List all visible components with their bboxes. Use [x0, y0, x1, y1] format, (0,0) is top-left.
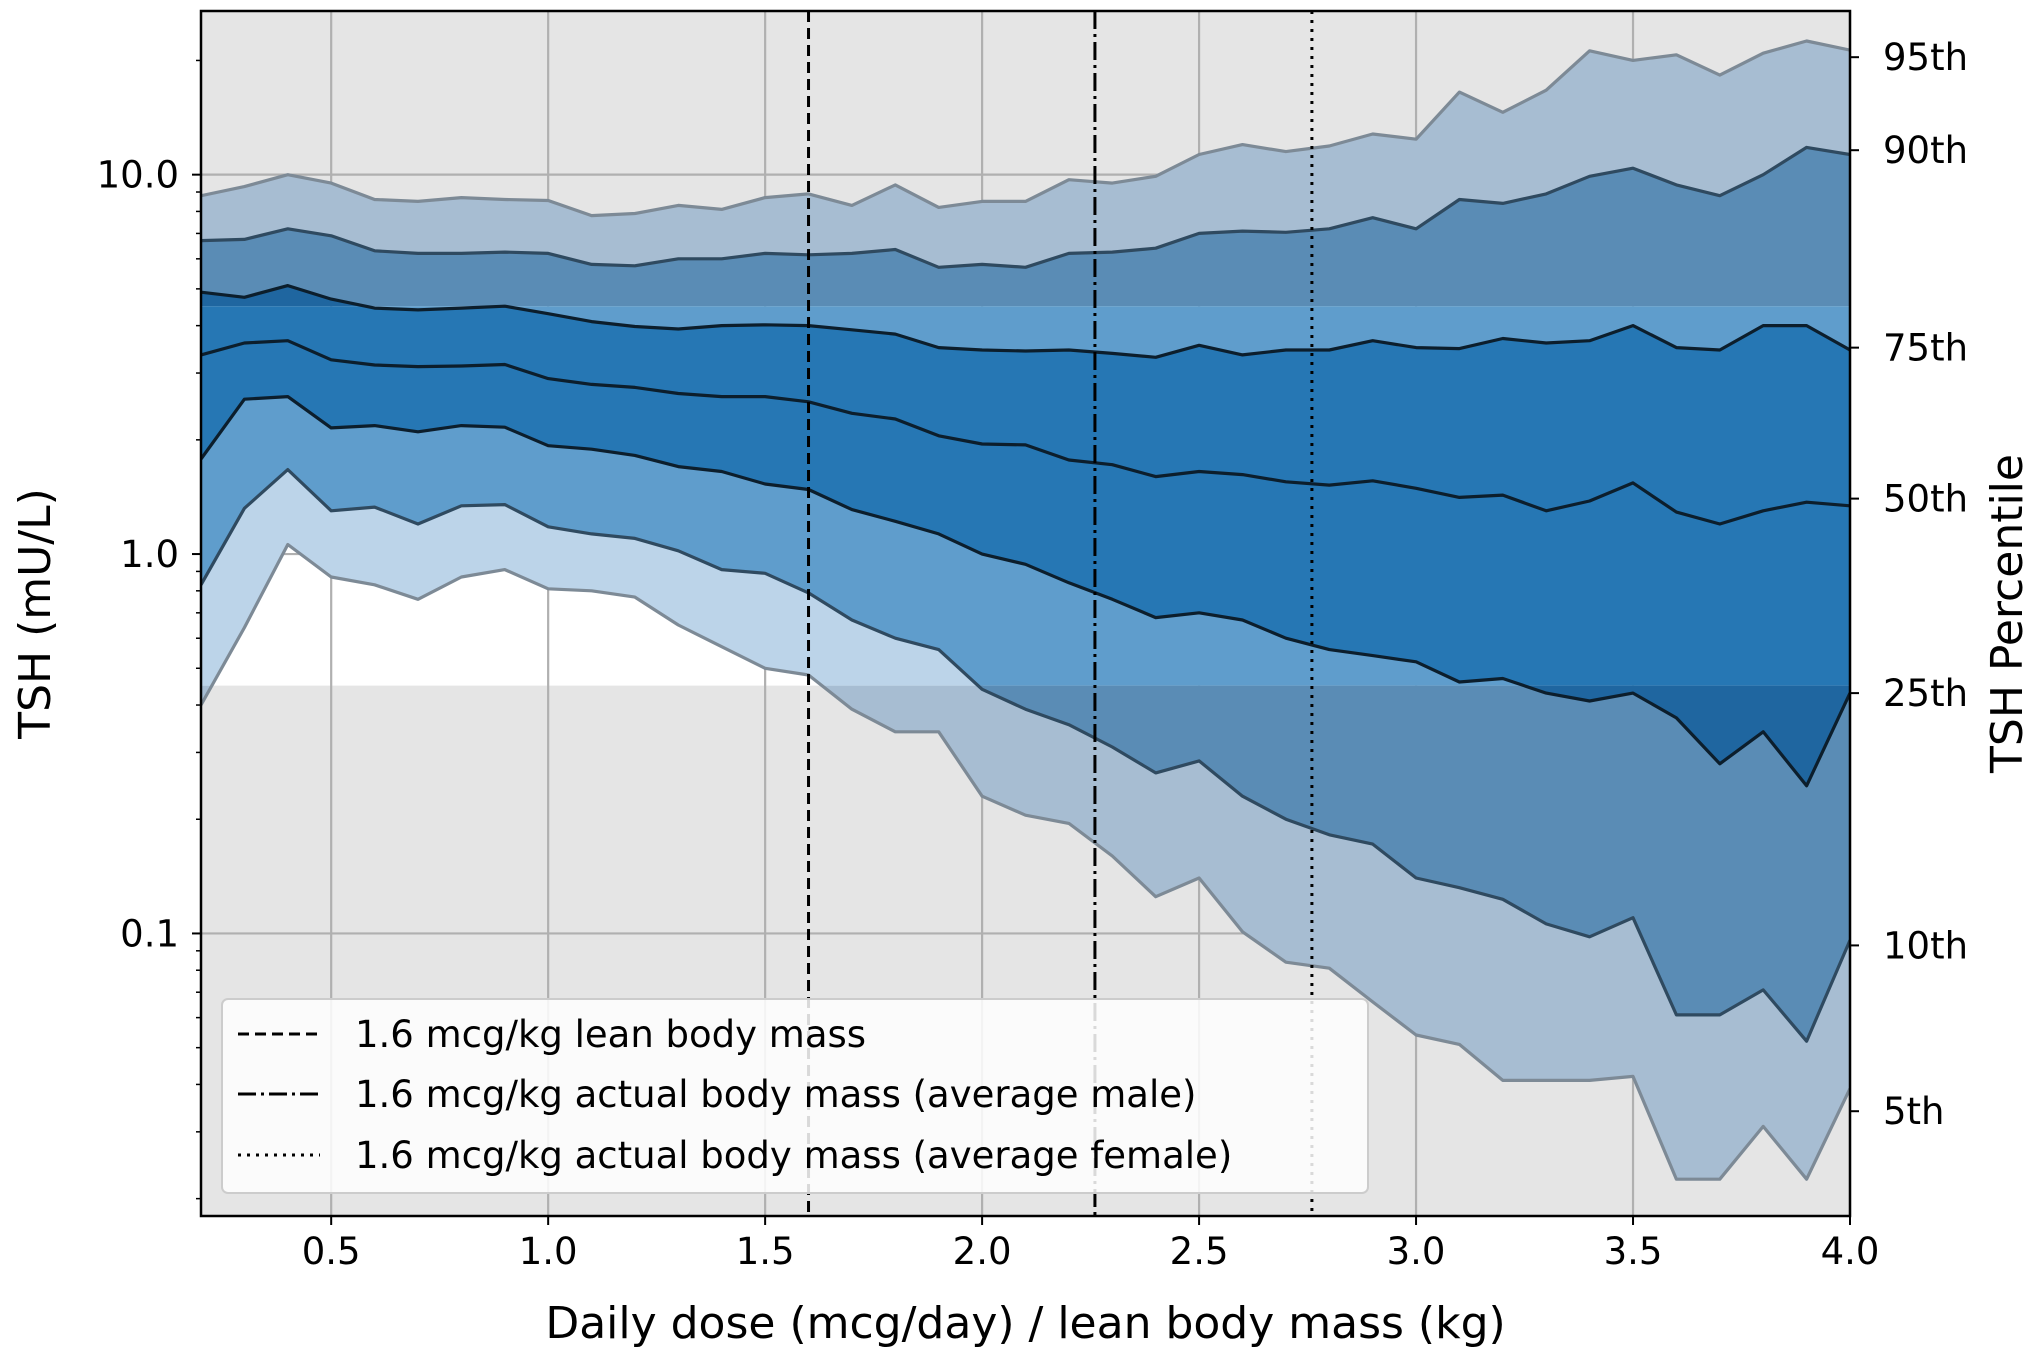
band-75th-90th-inside	[365, 306, 1850, 358]
band-90th-95th-outside	[201, 41, 1850, 268]
percentile-line-75th	[201, 284, 1850, 359]
band-10th-25th-inside	[201, 396, 1524, 686]
right-axis-ticks: 95th 90th 75th 50th 25th 10th 5th	[1850, 36, 1968, 1133]
x-axis-ticks: 0.5 1.0 1.5 2.0 2.5 3.0 3.5 4.0	[302, 1216, 1880, 1273]
band-25th-75th-inside	[201, 306, 1850, 686]
right-tick-label-25th: 25th	[1883, 672, 1968, 715]
right-tick-label-75th: 75th	[1883, 327, 1968, 370]
x-tick-label: 2.5	[1170, 1230, 1229, 1273]
legend-box	[221, 998, 1369, 1194]
legend-label-average-male: 1.6 mcg/kg actual body mass (average mal…	[355, 1073, 1196, 1116]
x-tick-label: 3.0	[1387, 1230, 1446, 1273]
percentile-line-10th	[201, 468, 1850, 1043]
right-tick-label-10th: 10th	[1883, 924, 1968, 967]
y-axis-label: TSH (mU/L)	[10, 488, 61, 740]
legend-label-lean-body-mass: 1.6 mcg/kg lean body mass	[355, 1013, 866, 1056]
x-tick-label: 4.0	[1821, 1230, 1880, 1273]
y-tick-label: 0.1	[120, 912, 179, 955]
right-axis-label: TSH Percentile	[1982, 454, 2033, 774]
band-10th-25th-outside	[201, 396, 1850, 1042]
right-tick-label-50th: 50th	[1883, 478, 1968, 521]
legend-label-average-female: 1.6 mcg/kg actual body mass (average fem…	[355, 1134, 1232, 1177]
y-tick-label: 1.0	[120, 533, 179, 576]
right-tick-label-95th: 95th	[1883, 36, 1968, 79]
right-tick-label-90th: 90th	[1883, 129, 1968, 172]
percentile-line-5th	[201, 542, 1850, 1181]
percentile-line-25th	[201, 395, 1850, 788]
percentile-line-90th	[201, 145, 1850, 269]
x-axis-label: Daily dose (mcg/day) / lean body mass (k…	[545, 1298, 1505, 1349]
band-5th-10th-outside	[201, 469, 1850, 1180]
band-75th-90th-outside	[201, 147, 1850, 358]
y-axis-ticks: 0.1 1.0 10.0	[97, 59, 201, 1200]
x-tick-label: 3.5	[1604, 1230, 1663, 1273]
band-5th-10th-inside	[201, 469, 979, 686]
percentile-line-95th	[201, 39, 1850, 218]
x-tick-label: 0.5	[302, 1230, 361, 1273]
right-tick-label-5th: 5th	[1883, 1090, 1945, 1133]
legend: 1.6 mcg/kg lean body mass 1.6 mcg/kg act…	[221, 998, 1369, 1194]
percentile-line-50th	[201, 339, 1850, 526]
x-tick-label: 1.0	[519, 1230, 578, 1273]
x-tick-label: 2.0	[953, 1230, 1012, 1273]
y-tick-label: 10.0	[97, 154, 179, 197]
percentile-lines	[201, 39, 1850, 1181]
percentile-bands-inside-reference	[201, 306, 1850, 686]
x-tick-label: 1.5	[736, 1230, 795, 1273]
